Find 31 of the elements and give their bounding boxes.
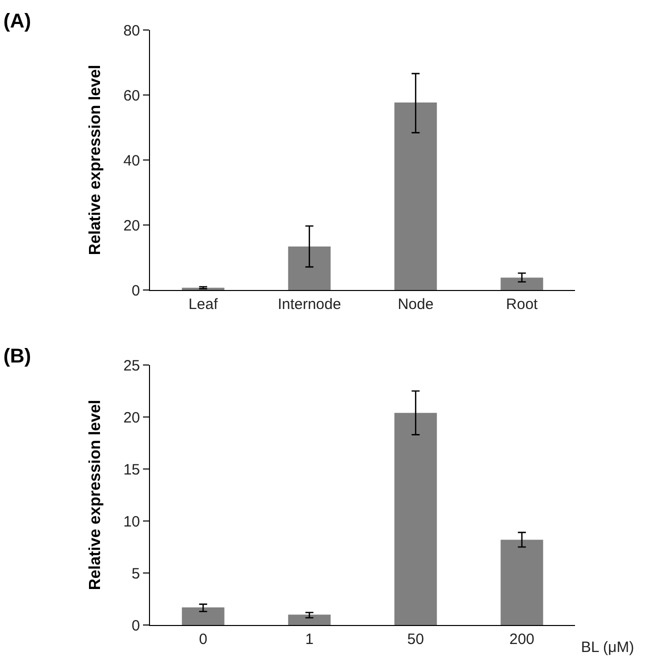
x-tick-label: 200 bbox=[509, 631, 534, 648]
y-tick-label: 60 bbox=[123, 87, 140, 104]
x-tick-label: 0 bbox=[198, 631, 208, 648]
y-tick-label: 0 bbox=[132, 617, 140, 634]
y-tick-label: 25 bbox=[123, 357, 140, 374]
bar bbox=[500, 540, 544, 625]
y-tick-label: 5 bbox=[132, 565, 140, 582]
y-tick-label: 0 bbox=[132, 282, 140, 300]
bar bbox=[182, 607, 224, 625]
y-tick-label: 20 bbox=[123, 409, 140, 426]
x-axis-title: BL (μM) bbox=[581, 639, 634, 656]
y-tick-label: 10 bbox=[123, 513, 140, 530]
bar bbox=[394, 102, 437, 290]
y-tick-label: 80 bbox=[123, 22, 140, 40]
x-tick-label: Node bbox=[398, 296, 434, 313]
chart-title: (A) bbox=[3, 10, 32, 32]
x-tick-label: Root bbox=[506, 296, 539, 313]
bar bbox=[288, 246, 331, 290]
chart-title: (B) bbox=[3, 345, 32, 368]
y-axis-title: Relative expression level bbox=[87, 400, 104, 590]
bar bbox=[500, 278, 544, 290]
y-tick-label: 15 bbox=[123, 461, 140, 478]
x-tick-label: Internode bbox=[278, 296, 342, 313]
x-tick-label: 1 bbox=[305, 631, 314, 648]
y-axis-title: Relative expression level bbox=[87, 64, 104, 256]
y-tick-label: 40 bbox=[123, 152, 140, 170]
y-tick-label: 20 bbox=[123, 217, 140, 234]
x-tick-label: Leaf bbox=[188, 296, 219, 313]
x-tick-label: 50 bbox=[407, 631, 424, 648]
bar bbox=[394, 412, 437, 625]
bar bbox=[288, 614, 331, 625]
